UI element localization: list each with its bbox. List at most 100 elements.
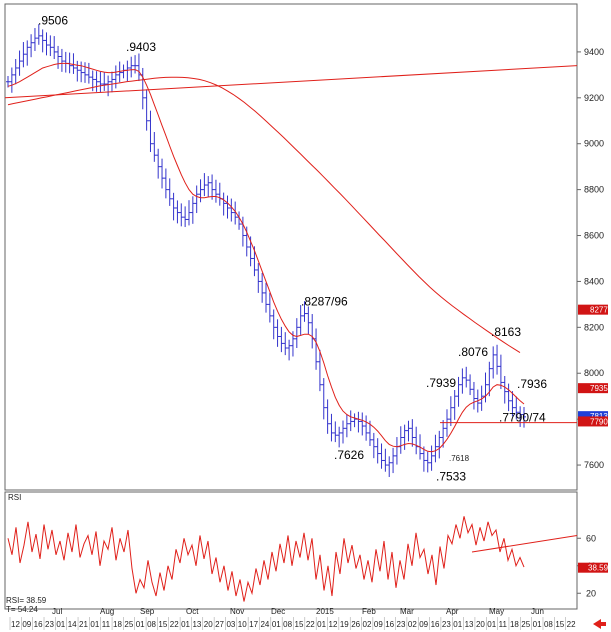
x-tick-label: 13 <box>465 620 474 629</box>
price-tag-label: 7790 <box>590 417 608 426</box>
x-tick-label: 12 <box>329 620 338 629</box>
rsi-line <box>7 516 525 602</box>
x-tick-label: 22 <box>170 620 179 629</box>
price-tag-box <box>578 304 608 315</box>
price-y-tick-label: 9400 <box>584 47 604 57</box>
rsi-readout: RSI= 38.59 <box>6 596 47 605</box>
x-tick-label: 26 <box>351 620 360 629</box>
price-annotation: .7618 <box>449 454 470 463</box>
price-y-tick-label: 8400 <box>584 276 604 286</box>
x-tick-label: 02 <box>408 620 417 629</box>
x-tick-label: 01 <box>453 620 462 629</box>
x-tick-label: 02 <box>363 620 372 629</box>
x-tick-label: 15 <box>555 620 564 629</box>
rsi-y-tick-label: 60 <box>586 533 596 543</box>
x-tick-label: 15 <box>158 620 167 629</box>
x-tick-label: 08 <box>283 620 292 629</box>
price-panel-frame <box>4 3 578 491</box>
price-tag-label: 8277 <box>590 306 608 315</box>
x-month-label: Jul <box>52 607 62 616</box>
x-tick-label: 09 <box>419 620 428 629</box>
x-axis: 12 09 16 23 01 14 21 01 11 18 25 01 08 15 22 01 13 20 27 03… <box>9 607 576 630</box>
x-tick-label: 01 <box>136 620 145 629</box>
moving-average-fast <box>7 62 525 453</box>
price-tags: 8277793578137790 <box>578 304 608 427</box>
x-month-label: Dec <box>271 607 285 616</box>
x-month-label: Sep <box>140 607 155 616</box>
price-tag-label: 7935 <box>590 384 608 393</box>
price-annotation: .8163 <box>491 325 521 339</box>
price-y-tick-label: 8800 <box>584 185 604 195</box>
price-tag-box <box>578 411 608 422</box>
x-tick-label: 08 <box>544 620 553 629</box>
x-tick-label: 01 <box>533 620 542 629</box>
x-tick-label: 11 <box>102 620 111 629</box>
x-tick-label: 24 <box>260 620 269 629</box>
x-month-label: Apr <box>446 607 459 616</box>
x-tick-label: 16 <box>431 620 440 629</box>
x-month-label: Oct <box>186 607 199 616</box>
x-tick-label: 01 <box>181 620 190 629</box>
x-tick-label: 25 <box>124 620 133 629</box>
x-tick-label: 13 <box>192 620 201 629</box>
x-month-label: Nov <box>230 607 244 616</box>
x-tick-label: 03 <box>226 620 235 629</box>
x-tick-label: 01 <box>317 620 326 629</box>
x-month-label: Aug <box>100 607 114 616</box>
x-tick-label: 14 <box>68 620 77 629</box>
x-tick-label: 22 <box>567 620 576 629</box>
x-tick-label: 18 <box>510 620 519 629</box>
x-tick-label: 16 <box>385 620 394 629</box>
x-tick-label: 23 <box>397 620 406 629</box>
price-annotation: .7626 <box>334 448 364 462</box>
x-month-label: Mar <box>400 607 414 616</box>
price-y-tick-label: 8000 <box>584 368 604 378</box>
price-annotation: .8076 <box>458 345 488 359</box>
x-tick-label: 17 <box>249 620 258 629</box>
x-month-label: May <box>489 607 504 616</box>
price-annotation: .7939 <box>426 376 456 390</box>
x-tick-label: 01 <box>56 620 65 629</box>
price-annotation: .9506 <box>38 14 68 28</box>
x-tick-label: 22 <box>306 620 315 629</box>
price-y-tick-label: 8600 <box>584 231 604 241</box>
rsi-y-tick-label: 20 <box>586 588 596 598</box>
x-tick-label: 19 <box>340 620 349 629</box>
x-tick-label: 21 <box>79 620 88 629</box>
price-trendline <box>4 65 578 99</box>
rsi-tag: 38.59 <box>578 562 609 573</box>
x-tick-label: 20 <box>476 620 485 629</box>
x-tick-label: 18 <box>113 620 122 629</box>
x-tick-label: 01 <box>90 620 99 629</box>
rsi-tag-label: 38.59 <box>588 564 609 573</box>
x-tick-label: 25 <box>521 620 530 629</box>
x-tick-label: 12 <box>11 620 20 629</box>
price-y-tick-label: 8200 <box>584 322 604 332</box>
x-tick-label: 09 <box>22 620 31 629</box>
x-tick-label: 01 <box>272 620 281 629</box>
price-tag-box <box>578 383 608 394</box>
x-tick-label: 09 <box>374 620 383 629</box>
x-month-label: 2015 <box>316 607 334 616</box>
x-month-label: Feb <box>362 607 376 616</box>
price-tag-box <box>578 416 608 427</box>
price-y-tick-label: 9200 <box>584 93 604 103</box>
x-tick-label: 15 <box>295 620 304 629</box>
x-tick-label: 08 <box>147 620 156 629</box>
x-tick-label: 16 <box>34 620 43 629</box>
rsi-tag-box <box>578 562 608 573</box>
rsi-readout-2: T= 54.24 <box>6 605 38 614</box>
x-tick-label: 20 <box>204 620 213 629</box>
rsi-panel: RSI 204060 38.59 RSI= 38.59 T= 54.24 <box>4 491 609 614</box>
x-tick-label: 23 <box>45 620 54 629</box>
x-tick-label: 01 <box>487 620 496 629</box>
rsi-panel-frame <box>4 491 578 610</box>
moving-average-slow <box>7 76 521 354</box>
price-annotation: .7533 <box>436 469 466 483</box>
price-bars <box>6 24 526 477</box>
rsi-title: RSI <box>8 493 21 502</box>
price-panel: 7600780080008200840086008800900092009400… <box>4 3 608 491</box>
scroll-arrow-icon[interactable] <box>593 619 606 629</box>
